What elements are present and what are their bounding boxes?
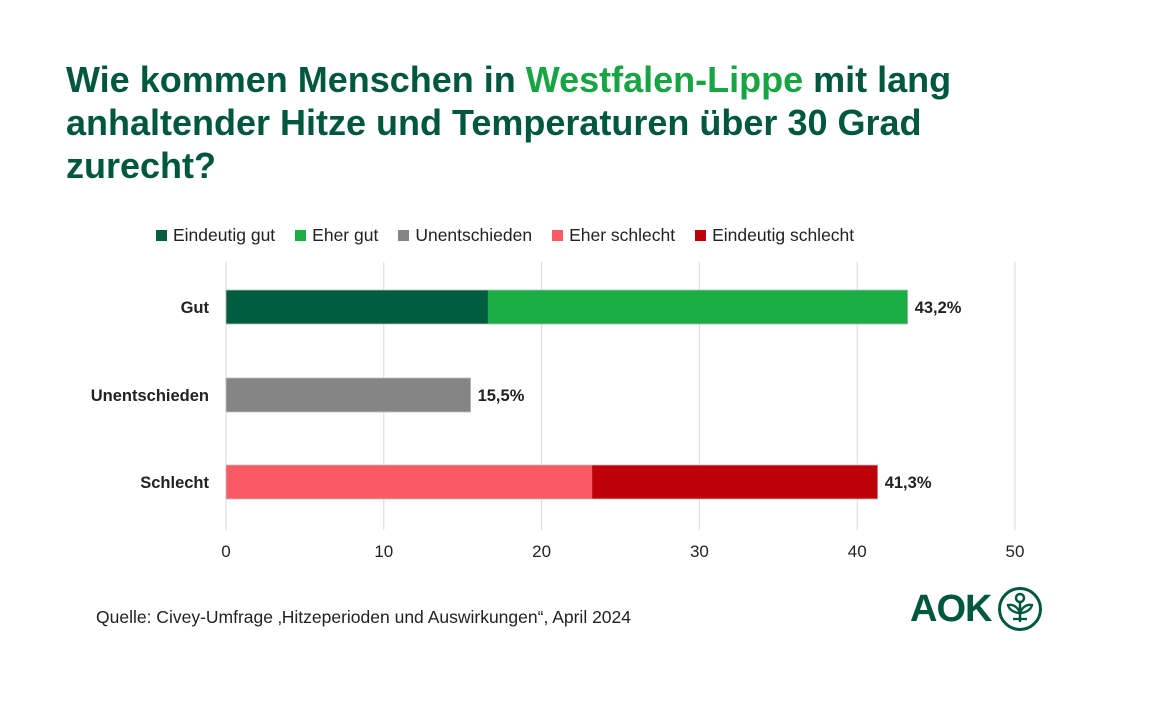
legend: Eindeutig gut Eher gut Unentschieden Ehe… bbox=[156, 224, 874, 246]
legend-swatch bbox=[552, 229, 564, 241]
bar-segment bbox=[592, 465, 878, 499]
bar-segment bbox=[226, 290, 488, 324]
legend-swatch bbox=[295, 229, 307, 241]
y-category-label: Gut bbox=[181, 299, 210, 317]
x-tick-label: 0 bbox=[221, 542, 230, 561]
x-tick-label: 40 bbox=[848, 542, 867, 561]
bar-outline bbox=[225, 289, 909, 325]
data-label: 15,5% bbox=[478, 387, 525, 405]
bar-segment bbox=[487, 290, 908, 324]
legend-item-eindeutig-schlecht: Eindeutig schlecht bbox=[695, 225, 854, 246]
x-tick-label: 30 bbox=[690, 542, 709, 561]
title-part2: mit lang anhaltender Hitze und Temperatu… bbox=[66, 59, 952, 186]
bar-segment bbox=[226, 465, 593, 499]
legend-label: Unentschieden bbox=[415, 224, 533, 245]
legend-item-eher-schlecht: Eher schlecht bbox=[552, 225, 675, 246]
x-tick-label: 50 bbox=[1006, 542, 1025, 561]
chart-title: Wie kommen Menschen in Westfalen-Lippe m… bbox=[66, 58, 1066, 187]
legend-item-eher-gut: Eher gut bbox=[295, 225, 378, 246]
y-category-label: Unentschieden bbox=[91, 387, 209, 405]
title-part1: Wie kommen Menschen in bbox=[66, 59, 526, 100]
legend-label: Eher schlecht bbox=[569, 224, 676, 245]
legend-swatch bbox=[398, 229, 410, 241]
bar-segment bbox=[226, 378, 471, 412]
bar-outline bbox=[225, 464, 879, 500]
x-tick-label: 20 bbox=[532, 542, 551, 561]
aok-logo: AOK bbox=[910, 586, 1043, 632]
legend-item-unentschieden: Unentschieden bbox=[398, 225, 532, 246]
logo-text: AOK bbox=[910, 587, 992, 630]
data-label: 43,2% bbox=[915, 299, 962, 317]
data-label: 41,3% bbox=[885, 474, 932, 492]
legend-swatch bbox=[695, 229, 707, 241]
plant-circle-icon bbox=[998, 587, 1043, 631]
legend-label: Eher gut bbox=[312, 224, 379, 245]
x-tick-label: 10 bbox=[374, 542, 393, 561]
legend-label: Eindeutig schlecht bbox=[712, 224, 855, 245]
legend-swatch bbox=[156, 229, 167, 241]
source-note: Quelle: Civey-Umfrage ‚Hitzeperioden und… bbox=[96, 607, 631, 627]
title-highlight: Westfalen-Lippe bbox=[525, 59, 804, 100]
bar-outline bbox=[225, 377, 471, 413]
legend-label: Eindeutig gut bbox=[173, 224, 276, 245]
legend-item-eindeutig-gut: Eindeutig gut bbox=[156, 225, 275, 246]
y-category-label: Schlecht bbox=[140, 474, 209, 492]
